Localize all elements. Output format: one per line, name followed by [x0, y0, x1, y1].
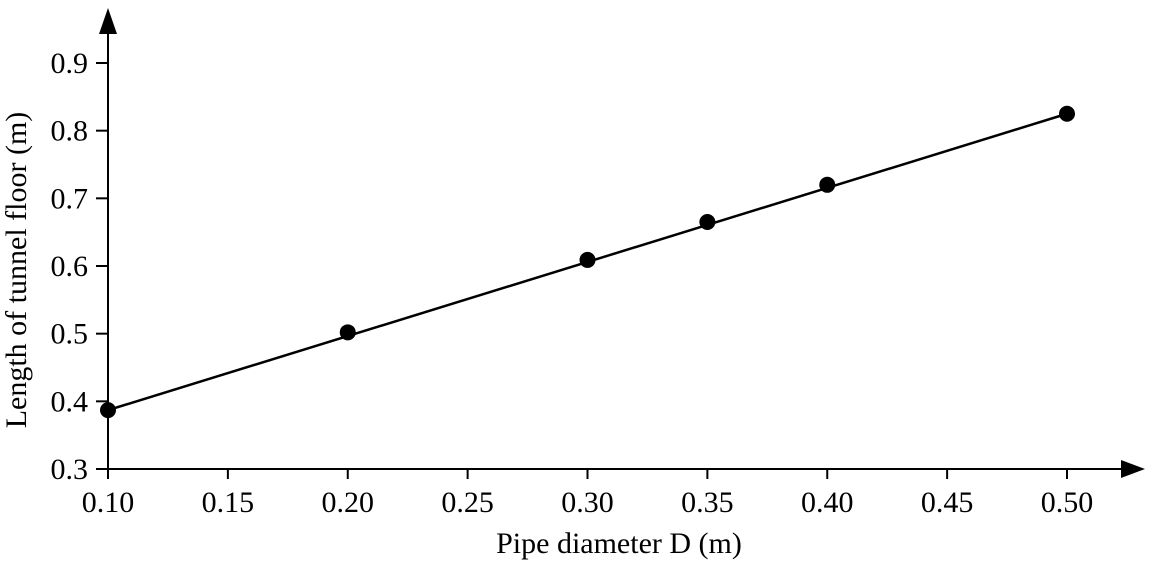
- y-tick-label: 0.3: [51, 453, 89, 486]
- y-tick-label: 0.6: [51, 250, 89, 283]
- x-tick-label: 0.30: [561, 486, 614, 519]
- series: [100, 105, 1075, 419]
- x-axis-arrow: [1121, 460, 1145, 478]
- y-tick-label: 0.8: [51, 115, 89, 148]
- x-tick-label: 0.15: [202, 486, 255, 519]
- x-tick-label: 0.45: [921, 486, 974, 519]
- x-ticks: 0.10 0.15 0.20 0.25 0.30 0.35 0.40 0.45 0.50: [82, 469, 1094, 519]
- y-tick-label: 0.4: [51, 385, 89, 418]
- x-tick-label: 0.50: [1041, 486, 1094, 519]
- x-tick-label: 0.20: [322, 486, 375, 519]
- x-tick-label: 0.35: [681, 486, 734, 519]
- data-point: [100, 402, 116, 419]
- y-axis-title: Length of tunnel floor (m): [0, 112, 33, 429]
- y-tick-label: 0.7: [51, 182, 89, 215]
- data-point: [339, 324, 356, 341]
- x-axis-title: Pipe diameter D (m): [496, 527, 742, 560]
- x-tick-label: 0.40: [801, 486, 854, 519]
- x-tick-label: 0.25: [441, 486, 494, 519]
- data-point: [1059, 105, 1075, 122]
- data-point: [819, 176, 836, 193]
- x-tick-label: 0.10: [82, 486, 135, 519]
- y-tick-label: 0.9: [51, 47, 89, 80]
- y-axis-arrow: [99, 8, 117, 34]
- y-tick-label: 0.5: [51, 318, 89, 351]
- data-point: [579, 251, 596, 268]
- data-point: [699, 214, 716, 231]
- y-ticks: 0.3 0.4 0.5 0.6 0.7 0.8 0.9: [51, 47, 108, 486]
